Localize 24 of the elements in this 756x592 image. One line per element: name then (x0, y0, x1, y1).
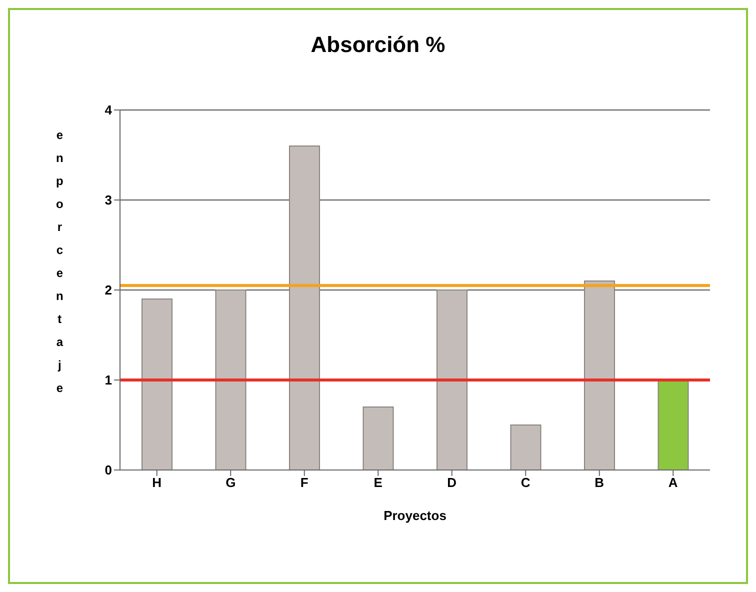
y-tick-label: 4 (104, 102, 113, 118)
bar (142, 298, 172, 470)
bar (510, 424, 542, 470)
y-tick-label: 0 (104, 462, 112, 478)
bar (215, 290, 246, 470)
bar (658, 380, 689, 470)
x-tick-label: D (447, 475, 457, 490)
y-tick-label: 3 (104, 192, 112, 208)
chart-title: Absorción % (310, 32, 446, 58)
bar (289, 146, 320, 470)
x-axis-title: Proyectos (384, 508, 446, 523)
y-tick-label: 2 (104, 282, 112, 298)
x-tick-label: A (668, 475, 678, 490)
x-tick-label: H (152, 475, 162, 490)
bar (362, 406, 394, 470)
bar (436, 290, 468, 470)
x-tick-label: G (226, 475, 236, 490)
x-tick-label: F (300, 475, 308, 490)
x-tick-label: B (594, 475, 604, 490)
y-tick-label: 1 (104, 372, 112, 388)
bar (584, 280, 615, 470)
x-tick-label: E (374, 475, 383, 490)
text: en porcentaje (56, 128, 64, 395)
x-tick-label: C (520, 475, 531, 490)
